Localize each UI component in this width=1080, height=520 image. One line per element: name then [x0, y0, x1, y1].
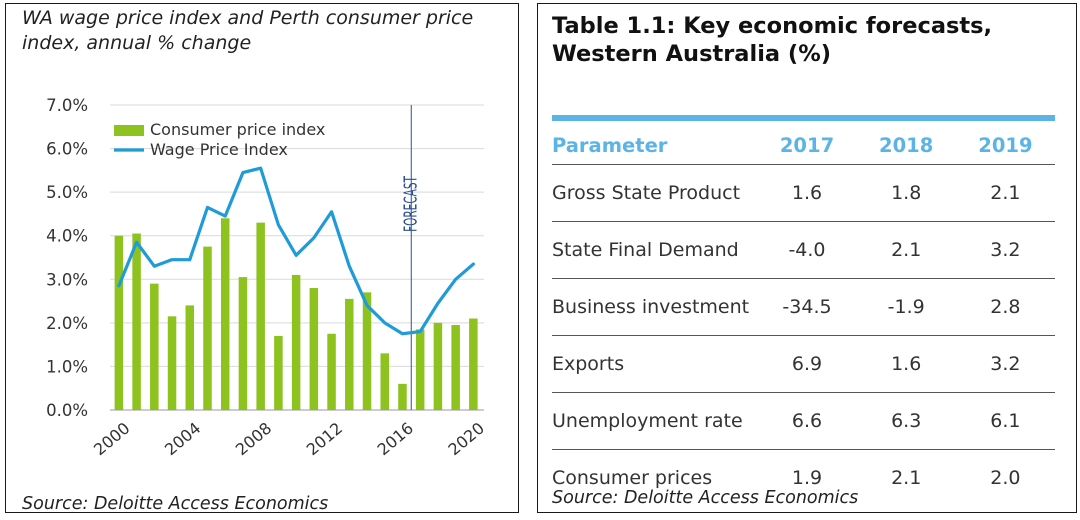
cell-2017: -34.5	[757, 278, 857, 336]
cpi-bar	[114, 235, 124, 410]
y-tick-label: 0.0%	[46, 401, 88, 420]
cpi-bar	[256, 222, 265, 410]
y-tick-label: 1.0%	[46, 357, 88, 376]
y-tick-label: 5.0%	[46, 183, 88, 202]
cpi-bar	[309, 288, 319, 410]
cpi-bar	[362, 292, 372, 410]
cell-2017: 6.9	[757, 335, 857, 393]
cpi-bar	[274, 335, 283, 410]
table-title: Table 1.1: Key economic forecasts, Weste…	[552, 13, 993, 67]
cell-2018: 6.3	[856, 392, 956, 450]
cpi-bar	[203, 246, 212, 410]
cell-2019: 3.2	[955, 335, 1055, 393]
x-tick-label: 2008	[232, 419, 275, 460]
table-row: Exports 6.9 1.6 3.2	[552, 335, 1055, 393]
chart-svg: 0.0% 1.0% 2.0% 3.0% 4.0% 5.0% 6.0% 7.0% FORECAST…	[46, 96, 488, 460]
cell-2018: -1.9	[856, 278, 956, 336]
cell-2019: 2.1	[955, 164, 1055, 222]
cell-2018: 1.8	[856, 164, 956, 222]
y-tick-label: 4.0%	[46, 227, 88, 246]
cpi-bar	[291, 274, 301, 410]
cpi-bar	[380, 353, 389, 410]
table-row: State Final Demand -4.0 2.1 3.2	[552, 221, 1055, 279]
x-tick-label: 2000	[90, 419, 133, 460]
table-header-row: Parameter 2017 2018 2019	[552, 126, 1055, 165]
chart-title: WA wage price index and Perth consumer p…	[22, 7, 474, 54]
cpi-bar	[433, 322, 443, 410]
wage-price-index-line	[117, 166, 475, 336]
cell-2017: -4.0	[757, 221, 857, 279]
cell-2019: 6.1	[955, 392, 1055, 450]
row-parameter: Business investment	[552, 278, 758, 336]
forecast-label: FORECAST	[402, 176, 421, 232]
y-tick-label: 7.0%	[46, 96, 88, 115]
x-tick-label: 2020	[445, 419, 488, 460]
table-top-rule	[552, 115, 1055, 121]
cpi-bar	[451, 325, 460, 410]
cpi-bar	[327, 333, 336, 410]
table-source: Source: Deloitte Access Economics	[552, 488, 859, 508]
cell-2017: 6.6	[757, 392, 857, 450]
cell-2019: 2.8	[955, 278, 1055, 336]
table-row: Consumer prices 1.9 2.1 2.0	[552, 450, 1055, 507]
table-row: Unemployment rate 6.6 6.3 6.1	[552, 392, 1055, 450]
cpi-bar	[185, 305, 195, 410]
cell-2019: 2.0	[990, 467, 1021, 489]
cell-2018: 2.1	[856, 221, 956, 279]
row-parameter: Consumer prices	[552, 466, 713, 489]
row-parameter: Exports	[552, 335, 758, 393]
x-tick-label: 2004	[161, 419, 204, 460]
cell-2017: 1.9	[791, 467, 823, 489]
cpi-bar	[150, 283, 159, 410]
x-tick-label: 2016	[374, 419, 417, 460]
y-tick-label: 6.0%	[46, 140, 88, 159]
chart-panel: WA wage price index and Perth consumer p…	[5, 3, 519, 514]
table-panel: Table 1.1: Key economic forecasts, Weste…	[537, 3, 1077, 513]
column-header-2018: 2018	[856, 126, 956, 165]
table-row: Gross State Product 1.6 1.8 2.1	[552, 164, 1055, 222]
cpi-bar	[238, 277, 248, 410]
row-parameter: Gross State Product	[552, 164, 758, 222]
chart-source: Source: Deloitte Access Economics	[22, 494, 329, 514]
cpi-bar	[345, 298, 354, 410]
column-header-2019: 2019	[955, 126, 1055, 165]
legend-label-cpi: Consumer price index	[150, 120, 325, 139]
cell-2017: 1.6	[757, 164, 857, 222]
cpi-bar	[469, 318, 478, 410]
x-tick-label: 2012	[303, 419, 346, 460]
legend-swatch-cpi	[114, 125, 144, 136]
cpi-bar	[167, 316, 177, 410]
cpi-bar	[220, 218, 230, 410]
column-header-parameter: Parameter	[552, 126, 758, 165]
forecast-table: Parameter 2017 2018 2019 Gross State Pro…	[552, 126, 1055, 506]
cell-2019: 3.2	[955, 221, 1055, 279]
cpi-bar	[398, 383, 407, 410]
cpi-bar	[132, 233, 141, 410]
cell-2018: 2.1	[891, 467, 922, 489]
cpi-bar	[415, 329, 425, 410]
table-row: Business investment -34.5 -1.9 2.8	[552, 278, 1055, 336]
cell-2018: 1.6	[856, 335, 956, 393]
row-parameter: Unemployment rate	[552, 392, 758, 450]
y-tick-label: 2.0%	[46, 314, 88, 333]
legend-label-wpi: Wage Price Index	[150, 140, 288, 159]
column-header-2017: 2017	[757, 126, 857, 165]
row-parameter: State Final Demand	[552, 221, 758, 279]
y-tick-label: 3.0%	[46, 270, 88, 289]
